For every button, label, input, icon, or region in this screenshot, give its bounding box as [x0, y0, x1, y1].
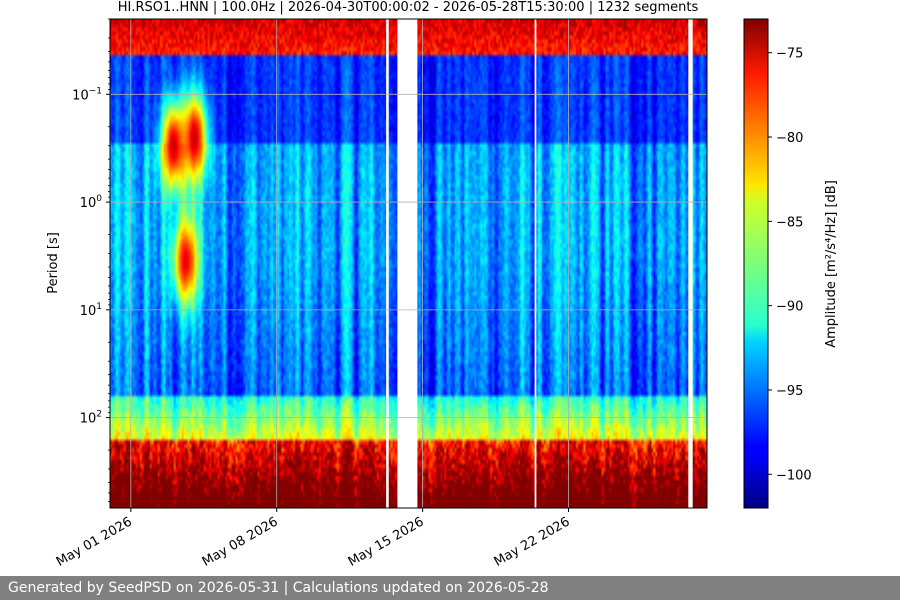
- colorbar-tick-label: −85: [776, 215, 803, 230]
- grid-lines: [110, 19, 707, 508]
- x-axis: May 01 2026 May 08 2026 May 15 2026 May 22 …: [54, 508, 573, 570]
- psd-chart: HI.RSO1..HNN | 100.0Hz | 2026-04-30T00:0…: [46, 0, 839, 570]
- y-axis: 10−1 100 101 102: [72, 18, 110, 502]
- colorbar-tick-label: −90: [776, 300, 803, 315]
- colorbar-gradient: [743, 18, 769, 509]
- data-gap: [386, 19, 389, 508]
- y-tick-label: 101: [80, 302, 102, 319]
- y-axis-label: Period [s]: [46, 232, 61, 294]
- footer-bar: Generated by SeedPSD on 2026-05-31 | Cal…: [0, 576, 900, 600]
- data-gap: [534, 19, 537, 508]
- colorbar-ticks: −75 −80 −85 −90 −95 −100: [768, 47, 812, 483]
- plot-area: [109, 18, 708, 509]
- plot-frame: [109, 18, 708, 509]
- data-gap: [397, 19, 418, 508]
- colorbar-tick-label: −100: [776, 468, 812, 483]
- data-gaps: [386, 19, 693, 508]
- colorbar-label: Amplitude [m²/s⁴/Hz] [dB]: [824, 180, 839, 348]
- colorbar-tick-label: −80: [776, 131, 803, 146]
- y-tick-label: 100: [80, 194, 103, 211]
- y-tick-label: 10−1: [72, 86, 102, 103]
- footer-text: Generated by SeedPSD on 2026-05-31 | Cal…: [8, 580, 549, 596]
- x-tick-label: May 01 2026: [54, 514, 135, 569]
- x-tick-label: May 15 2026: [346, 514, 427, 569]
- colorbar: −75 −80 −85 −90 −95 −100 Amplitude [m²/s⁴/Hz]…: [743, 18, 839, 509]
- x-tick-label: May 22 2026: [492, 514, 573, 569]
- chart-title: HI.RSO1..HNN | 100.0Hz | 2026-04-30T00:0…: [118, 0, 699, 15]
- colorbar-tick-label: −75: [776, 47, 803, 62]
- data-gap: [688, 19, 693, 508]
- y-tick-label: 102: [80, 410, 102, 427]
- x-tick-label: May 08 2026: [200, 514, 281, 569]
- colorbar-tick-label: −95: [776, 384, 803, 399]
